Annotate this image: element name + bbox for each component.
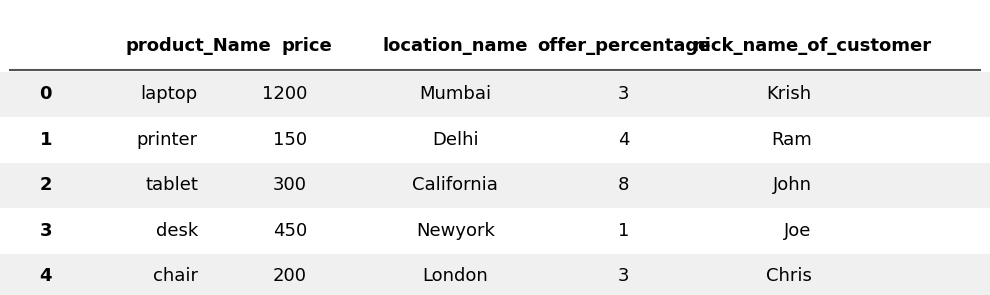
Text: tablet: tablet — [146, 176, 198, 194]
Text: Chris: Chris — [766, 267, 812, 285]
Bar — [0, 21, 990, 72]
Text: 1: 1 — [40, 131, 52, 149]
Text: 3: 3 — [618, 267, 630, 285]
Text: product_Name: product_Name — [125, 37, 271, 55]
Text: price: price — [281, 37, 333, 55]
Text: laptop: laptop — [141, 86, 198, 104]
Text: 1: 1 — [618, 222, 630, 240]
Text: 450: 450 — [272, 222, 307, 240]
Text: 0: 0 — [40, 86, 52, 104]
Text: 4: 4 — [618, 131, 630, 149]
Text: Newyork: Newyork — [416, 222, 495, 240]
Text: London: London — [423, 267, 488, 285]
Text: Ram: Ram — [771, 131, 812, 149]
Bar — [0, 117, 990, 163]
Text: nick_name_of_customer: nick_name_of_customer — [692, 37, 932, 55]
Text: Krish: Krish — [766, 86, 812, 104]
Text: 300: 300 — [273, 176, 307, 194]
Text: chair: chair — [153, 267, 198, 285]
Text: Joe: Joe — [784, 222, 812, 240]
Text: 8: 8 — [618, 176, 630, 194]
Text: 1200: 1200 — [261, 86, 307, 104]
Text: 3: 3 — [40, 222, 52, 240]
Text: desk: desk — [155, 222, 198, 240]
Text: Mumbai: Mumbai — [420, 86, 491, 104]
Text: 2: 2 — [40, 176, 52, 194]
Text: Delhi: Delhi — [432, 131, 479, 149]
Text: 200: 200 — [273, 267, 307, 285]
Text: John: John — [773, 176, 812, 194]
Bar — [0, 208, 990, 254]
Bar — [0, 254, 990, 295]
Text: location_name: location_name — [383, 37, 528, 55]
Bar — [0, 72, 990, 117]
Text: 3: 3 — [618, 86, 630, 104]
Text: 150: 150 — [273, 131, 307, 149]
Text: California: California — [413, 176, 498, 194]
Text: 4: 4 — [40, 267, 52, 285]
Text: offer_percentage: offer_percentage — [537, 37, 711, 55]
Bar — [0, 163, 990, 208]
Text: printer: printer — [137, 131, 198, 149]
